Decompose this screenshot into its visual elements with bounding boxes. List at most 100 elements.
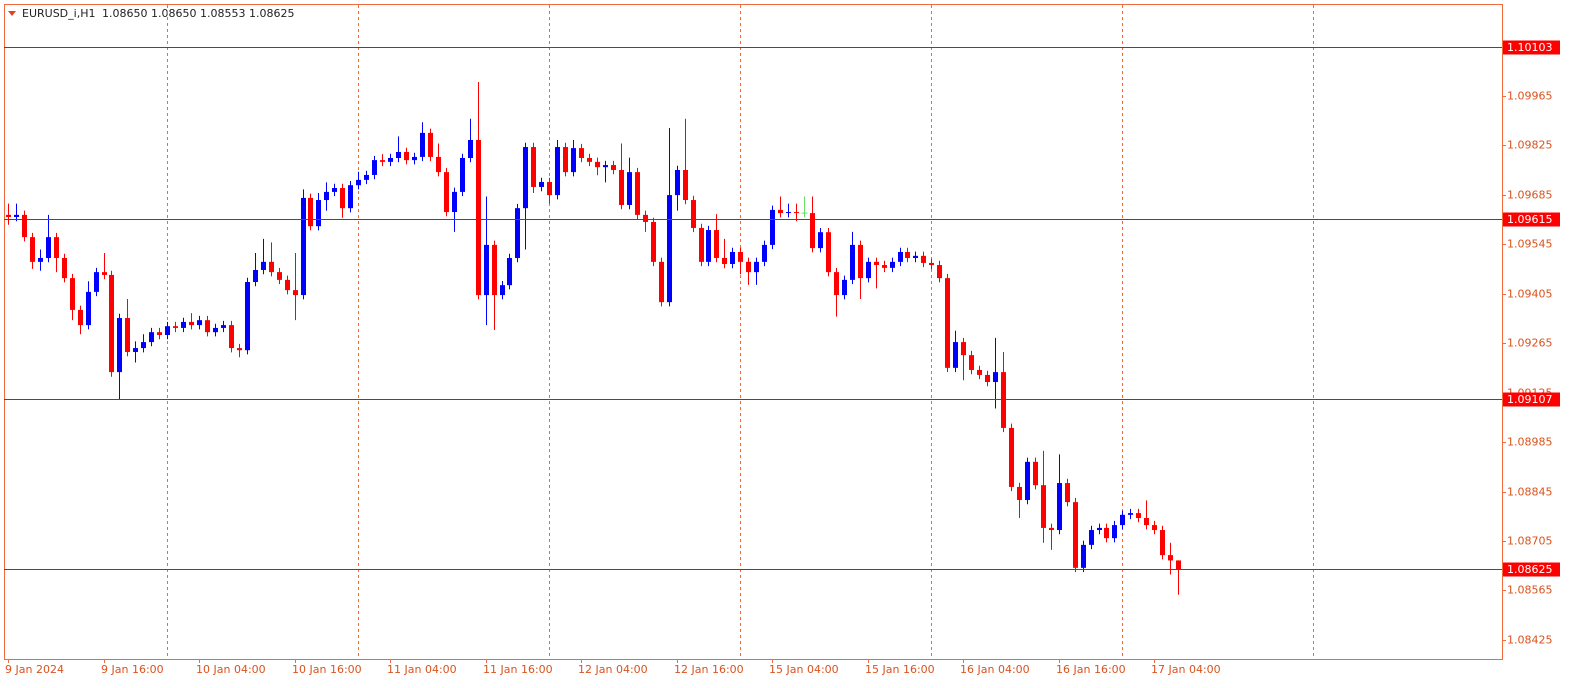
candle-body <box>380 160 385 162</box>
x-tick-label: 12 Jan 04:00 <box>578 663 648 676</box>
candle-body <box>484 244 489 296</box>
candle-body <box>746 261 751 273</box>
candle-body <box>388 157 393 162</box>
candle-body <box>277 272 282 280</box>
candle-body <box>14 214 19 217</box>
level-label: 1.09615 <box>1507 213 1553 226</box>
y-tick-label: 1.08565 <box>1507 584 1553 597</box>
candle-body <box>396 151 401 158</box>
candle-body <box>921 255 926 263</box>
candle-body <box>372 160 377 175</box>
x-tick-label: 9 Jan 16:00 <box>101 663 164 676</box>
candle-body <box>961 342 966 356</box>
candle-body <box>1073 502 1078 568</box>
candle-body <box>1065 483 1070 503</box>
candle-body <box>858 244 863 279</box>
y-tick-label: 1.09265 <box>1507 337 1553 350</box>
candle-body <box>332 188 337 192</box>
x-tick-label: 10 Jan 16:00 <box>292 663 362 676</box>
candle-body <box>778 209 783 214</box>
candle-body <box>301 197 306 296</box>
candle-body <box>6 214 11 217</box>
candle-body <box>205 320 210 333</box>
candle-body <box>882 265 887 268</box>
candle-body <box>547 182 552 196</box>
candle-body <box>842 279 847 296</box>
candle-body <box>364 174 369 180</box>
candle-body <box>30 237 35 262</box>
candle-body <box>635 172 640 215</box>
candle-body <box>786 212 791 214</box>
candle-body <box>149 332 154 343</box>
candle-body <box>770 209 775 245</box>
candle-body <box>1089 530 1094 545</box>
x-tick-label: 9 Jan 2024 <box>5 663 64 676</box>
candle-body <box>619 170 624 205</box>
candle-body <box>579 148 584 158</box>
candle-body <box>70 278 75 310</box>
candle-body <box>985 374 990 382</box>
candle-body <box>969 355 974 370</box>
candle-body <box>834 272 839 296</box>
y-tick-label: 1.09825 <box>1507 139 1553 152</box>
candle-body <box>109 274 114 373</box>
level-label-bg <box>1503 40 1560 55</box>
candle-body <box>197 320 202 326</box>
candle-body <box>1081 544 1086 568</box>
y-tick-label: 1.09965 <box>1507 90 1553 103</box>
candle-body <box>754 261 759 273</box>
candle-body <box>189 321 194 326</box>
candle-body <box>1057 483 1062 531</box>
candle-body <box>237 348 242 351</box>
ohlc-value: 1.08625 <box>249 7 295 20</box>
candle-body <box>436 156 441 173</box>
candle-body <box>714 230 719 258</box>
candle-body <box>515 208 520 258</box>
candle-body <box>993 372 998 382</box>
y-tick-label: 1.09545 <box>1507 238 1553 251</box>
candle-body <box>667 195 672 303</box>
candle-body <box>1136 513 1141 519</box>
candle-body <box>571 148 576 173</box>
level-label: 1.08625 <box>1507 563 1553 576</box>
candle-body <box>898 251 903 262</box>
ohlc-value: 1.08553 <box>200 7 246 20</box>
candle-body <box>643 214 648 222</box>
candle-body <box>253 269 258 283</box>
candle-body <box>1160 530 1165 556</box>
candle-body <box>651 221 656 262</box>
candle-body <box>563 147 568 173</box>
candle-body <box>1128 513 1133 515</box>
candle-body <box>404 151 409 161</box>
ohlc-value: 1.08650 <box>102 7 148 20</box>
candle-body <box>165 326 170 336</box>
y-tick-label: 1.08425 <box>1507 634 1553 647</box>
candle-body <box>730 251 735 264</box>
y-tick-label: 1.09685 <box>1507 189 1553 202</box>
candle-body <box>316 200 321 227</box>
candle-body <box>1176 560 1181 570</box>
level-label-bg <box>1503 562 1560 577</box>
candle-body <box>261 261 266 270</box>
candle-body <box>460 157 465 192</box>
candle-body <box>38 257 43 262</box>
candle-body <box>22 214 27 238</box>
candle-body <box>500 285 505 296</box>
candle-body <box>62 257 67 279</box>
candle-body <box>762 244 767 262</box>
candle-body <box>1041 485 1046 528</box>
candle-body <box>945 278 950 368</box>
candle-body <box>348 185 353 209</box>
menu-arrow[interactable] <box>8 11 16 16</box>
candle-body <box>507 257 512 286</box>
candle-body <box>245 282 250 351</box>
candle-body <box>699 227 704 262</box>
candle-body <box>125 318 130 352</box>
x-tick-label: 16 Jan 16:00 <box>1056 663 1126 676</box>
candle-body <box>587 157 592 162</box>
candle-body <box>428 132 433 157</box>
candle-body <box>937 265 942 279</box>
candle-body <box>1104 527 1109 539</box>
